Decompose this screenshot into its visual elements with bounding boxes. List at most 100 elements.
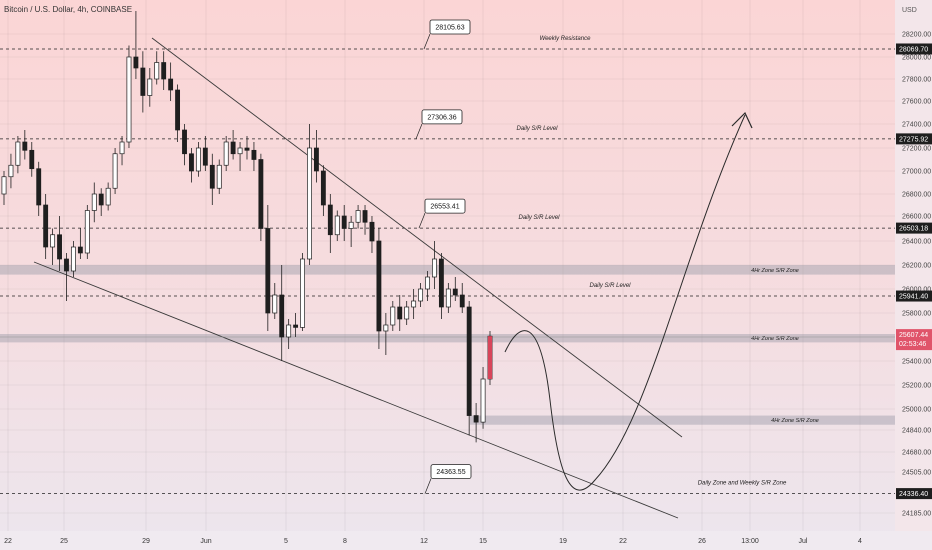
candle-body-8 <box>57 234 62 260</box>
price-tag-text-3: 25941.40 <box>899 294 928 301</box>
y-tick-6: 25400.00 <box>902 359 931 366</box>
price-tag-0 <box>896 43 932 55</box>
candle-body-18 <box>126 56 132 143</box>
candle-body-38 <box>265 228 271 314</box>
y-tick-0: 24185.00 <box>902 511 931 518</box>
price-tag-text-0: 28069.70 <box>899 46 928 53</box>
candle-body-44 <box>307 147 312 260</box>
callout-text-1: 27306.36 <box>427 114 456 121</box>
price-tag-text-1: 27275.92 <box>899 136 928 143</box>
candle-body-61 <box>425 276 430 290</box>
candle-body-64 <box>445 288 451 308</box>
candle-body-46 <box>320 170 326 206</box>
x-tick-3: Jun <box>200 538 211 545</box>
lower-trendline <box>33 261 679 519</box>
candle-body-68 <box>473 415 479 423</box>
candle-body-65 <box>452 288 458 296</box>
sr-zone-0 <box>0 265 895 275</box>
sr-zones: 4Hr Zone S/R Zone 4Hr Zone S/R Zone 4Hr Zo… <box>0 265 895 425</box>
candle-body-14 <box>98 193 104 206</box>
callout-text-4: 24363.55 <box>436 469 465 476</box>
price-axis-labels: 24185.00 24505.00 24680.00 24840.00 25000.00… <box>902 32 931 518</box>
candle-body-69 <box>480 378 486 423</box>
price-tag-text-2: 26503.18 <box>899 226 928 233</box>
candle-body-17 <box>119 141 125 155</box>
price-tags: 28069.70 27275.92 26503.18 25941.40 24336.40… <box>896 43 932 500</box>
candle-body-56 <box>390 306 396 326</box>
candle-body-30 <box>209 164 215 189</box>
candle-body-11 <box>77 246 83 254</box>
candle-body-39 <box>272 294 278 314</box>
candle-body-37 <box>258 159 264 229</box>
candle-body-19 <box>133 56 139 69</box>
candle-body-32 <box>223 141 229 166</box>
y-tick-5: 25200.00 <box>902 383 931 390</box>
candle-body-3 <box>22 141 28 151</box>
callout-pointer-1 <box>415 123 423 140</box>
x-tick-0: 22 <box>4 538 12 545</box>
y-tick-10: 26200.00 <box>902 263 931 270</box>
price-tag-2 <box>896 222 932 234</box>
chart-symbol-title: Bitcoin / U.S. Dollar, 4h, COINBASE <box>4 5 132 14</box>
candle-body-63 <box>438 258 444 308</box>
candle-body-6 <box>43 204 49 248</box>
y-tick-14: 27000.00 <box>902 169 931 176</box>
candle-body-55 <box>383 324 389 332</box>
callout-box-0 <box>429 19 471 35</box>
level-label-3: Daily S/R Level <box>589 283 631 289</box>
level-label-0: Weekly Resistance <box>540 36 592 42</box>
candle-body-22 <box>154 62 160 80</box>
candle-body-59 <box>411 300 417 308</box>
candle-body-45 <box>313 147 319 172</box>
price-tag-text-4: 24336.40 <box>899 491 928 498</box>
sr-zone-label-1: 4Hr Zone S/R Zone <box>751 336 799 342</box>
candle-body-24 <box>168 78 174 91</box>
candle-body-35 <box>244 147 250 151</box>
price-levels: Weekly Resistance Daily S/R Level Daily S/… <box>0 36 895 495</box>
candle-body-25 <box>175 89 181 131</box>
candle-body-47 <box>327 204 333 236</box>
x-tick-7: 15 <box>479 538 487 545</box>
sr-zone-label-0: 4Hr Zone S/R Zone <box>751 268 799 274</box>
y-tick-1: 24505.00 <box>902 470 931 477</box>
candle-body-31 <box>216 164 222 189</box>
callout-pointer-4 <box>424 478 432 494</box>
candle-body-51 <box>355 210 361 223</box>
y-tick-8: 25800.00 <box>902 311 931 318</box>
candle-body-43 <box>300 258 305 328</box>
x-tick-1: 25 <box>60 538 68 545</box>
y-tick-2: 24680.00 <box>902 450 931 457</box>
y-tick-19: 28000.00 <box>902 55 931 62</box>
candle-body-67 <box>466 306 472 416</box>
candle-body-50 <box>348 221 354 229</box>
candle-body-13 <box>91 193 97 211</box>
y-tick-3: 24840.00 <box>902 428 931 435</box>
y-tick-17: 27600.00 <box>902 99 931 106</box>
price-tag-1 <box>896 133 932 145</box>
candle-body-57 <box>397 306 403 320</box>
x-tick-4: 5 <box>284 538 288 545</box>
callout-pointer-0 <box>423 33 431 50</box>
candle-last <box>487 336 493 379</box>
candle-body-12 <box>84 210 90 254</box>
candle-body-27 <box>189 153 194 172</box>
x-tick-11: 13:00 <box>741 538 759 545</box>
candle-body-48 <box>334 215 340 236</box>
y-tick-16: 27400.00 <box>902 122 931 129</box>
x-tick-10: 26 <box>698 538 706 545</box>
candle-body-16 <box>112 153 118 189</box>
callout-pointer-2 <box>418 212 426 229</box>
candle-body-26 <box>182 129 187 155</box>
candle-body-28 <box>195 147 201 172</box>
y-tick-11: 26400.00 <box>902 239 931 246</box>
projection-path <box>504 114 746 491</box>
candle-body-4 <box>29 149 35 170</box>
y-tick-15: 27200.00 <box>902 146 931 153</box>
level-label-2: Daily S/R Level <box>518 215 560 221</box>
candle-body-10 <box>70 246 76 272</box>
candle-body-29 <box>202 147 208 166</box>
candle-body-33 <box>230 141 236 155</box>
candle-body-20 <box>140 67 146 96</box>
candle-body-2 <box>15 141 21 166</box>
